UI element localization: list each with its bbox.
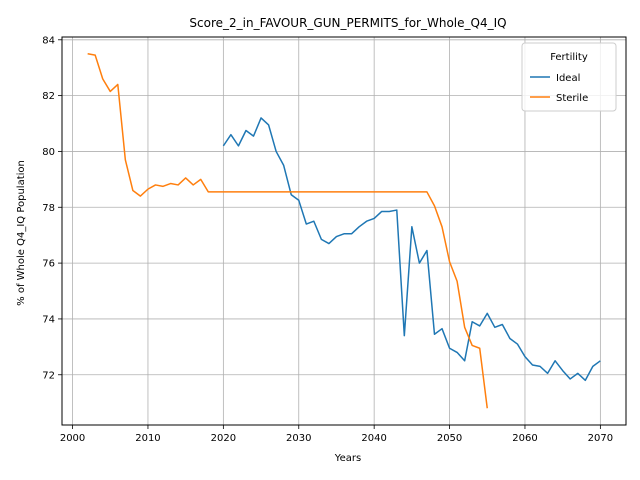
x-axis-label: Years — [334, 453, 361, 464]
y-tick-label: 72 — [42, 370, 55, 381]
x-tick-label: 2010 — [135, 433, 160, 444]
x-tick-label: 2050 — [437, 433, 462, 444]
legend: Fertility Ideal Sterile — [521, 42, 617, 112]
y-tick-label: 80 — [42, 147, 55, 158]
y-axis: 72 74 76 78 80 82 84 — [42, 35, 62, 381]
legend-box — [521, 42, 617, 112]
y-tick-label: 84 — [42, 35, 55, 46]
y-tick-label: 78 — [42, 203, 55, 214]
series-line-sterile — [87, 53, 489, 409]
x-tick-label: 2030 — [286, 433, 311, 444]
x-tick-label: 2040 — [361, 433, 386, 444]
y-tick-label: 74 — [42, 314, 55, 325]
y-tick-label: 82 — [42, 91, 55, 102]
chart-title: Score_2_in_FAVOUR_GUN_PERMITS_for_Whole_… — [189, 16, 506, 30]
x-tick-label: 2020 — [211, 433, 236, 444]
legend-label-ideal: Ideal — [556, 73, 580, 84]
y-tick-label: 76 — [42, 259, 55, 270]
legend-label-sterile: Sterile — [556, 93, 588, 104]
plot-frame — [61, 36, 627, 426]
series-lines — [87, 53, 601, 409]
x-axis: 2000 2010 2020 2030 2040 2050 2060 2070 — [60, 425, 613, 444]
x-tick-label: 2070 — [588, 433, 613, 444]
x-tick-label: 2060 — [512, 433, 537, 444]
x-tick-label: 2000 — [60, 433, 85, 444]
series-line-ideal — [222, 117, 601, 382]
y-axis-label: % of Whole Q4_IQ Population — [16, 160, 27, 306]
legend-title: Fertility — [550, 52, 588, 63]
